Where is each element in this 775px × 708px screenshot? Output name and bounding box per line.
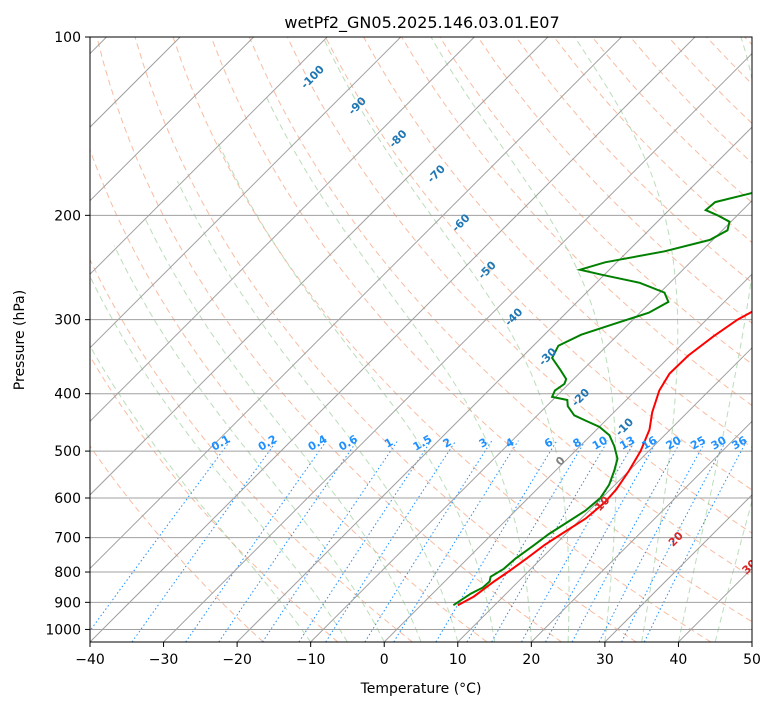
plot-frame xyxy=(89,36,753,643)
moist-adiabat-line xyxy=(143,215,422,642)
mixing-ratio-line xyxy=(325,440,457,642)
mixing-ratio-line xyxy=(185,440,328,642)
y-tick-label: 1000 xyxy=(45,622,81,638)
temperature-line xyxy=(457,310,752,607)
moist-adiabat-line xyxy=(714,498,752,642)
moist-adiabat-line xyxy=(677,37,752,642)
dry-adiabat-line xyxy=(286,37,752,534)
dry-adiabat-line xyxy=(134,37,637,642)
mixing-ratio-line xyxy=(131,440,278,642)
y-tick-label: 400 xyxy=(54,387,81,403)
x-tick-label: 40 xyxy=(670,652,688,668)
isotherm-line xyxy=(90,37,255,202)
moist-adiabat-line xyxy=(430,37,617,642)
y-tick-label: 500 xyxy=(54,444,81,460)
x-tick-label: 10 xyxy=(449,652,467,668)
y-tick-label: 600 xyxy=(54,491,81,507)
x-tick-label: 30 xyxy=(596,652,614,668)
moist-adiabat-line xyxy=(176,180,459,642)
moist-adiabat-line xyxy=(264,94,532,642)
mixing-ratio-line xyxy=(643,440,748,642)
dry-adiabat-line xyxy=(172,37,712,642)
isotherm-line xyxy=(163,52,752,642)
mixing-ratio-line xyxy=(364,440,493,642)
isotherm-line xyxy=(310,199,752,642)
x-tick-label: 20 xyxy=(522,652,540,668)
x-tick-label: −10 xyxy=(296,652,326,668)
isotherm-line xyxy=(90,37,475,423)
x-tick-label: 0 xyxy=(380,652,389,668)
mixing-ratio-line xyxy=(298,440,432,642)
mixing-ratio-line xyxy=(466,440,586,642)
y-tick-label: 200 xyxy=(54,208,81,224)
dewpoint-line xyxy=(452,192,752,607)
x-tick-label: −20 xyxy=(222,652,252,668)
mixing-ratio-line xyxy=(435,440,558,642)
mixing-ratio-line xyxy=(545,440,658,642)
chart-title: wetPf2_GN05.2025.146.03.01.E07 xyxy=(284,13,559,33)
mixing-ratio-line xyxy=(491,440,609,642)
dry-adiabat-line xyxy=(90,355,339,642)
moist-adiabat-line xyxy=(574,37,679,642)
y-tick-label: 700 xyxy=(54,531,81,547)
y-tick-label: 300 xyxy=(54,313,81,329)
mixing-ratio-line xyxy=(521,440,636,642)
dry-adiabat-line xyxy=(210,37,752,623)
y-tick-label: 900 xyxy=(54,595,81,611)
moist-adiabat-line xyxy=(90,275,348,642)
dry-adiabat-line xyxy=(90,258,413,642)
y-axis-label: Pressure (hPa) xyxy=(12,290,28,390)
isotherm-line xyxy=(383,273,752,642)
mixing-ratio-line xyxy=(90,440,231,632)
y-tick-label: 100 xyxy=(54,30,81,46)
isotherm-line xyxy=(236,126,752,642)
x-axis-label: Temperature (°C) xyxy=(360,681,482,697)
isotherm-line xyxy=(604,494,752,642)
isotherm-line xyxy=(90,37,402,349)
isotherm-line xyxy=(530,420,752,642)
mixing-ratio-line xyxy=(262,440,399,642)
x-tick-label: 50 xyxy=(743,652,761,668)
mixing-ratio-line xyxy=(218,440,358,642)
dry-adiabat-line xyxy=(248,37,752,578)
dry-adiabat-line xyxy=(325,37,752,491)
y-tick-label: 800 xyxy=(54,565,81,581)
isotherm-line xyxy=(457,347,752,642)
x-tick-label: −30 xyxy=(149,652,179,668)
isotherm-line xyxy=(90,37,328,275)
moist-adiabat-line xyxy=(322,37,570,642)
isotherm-line xyxy=(90,37,549,496)
isotherm-line xyxy=(90,37,622,570)
isotherm-line xyxy=(90,37,696,642)
dry-adiabat-line xyxy=(90,445,264,642)
x-tick-label: −40 xyxy=(75,652,105,668)
dry-adiabat-line xyxy=(96,37,562,642)
moist-adiabat-line xyxy=(113,245,385,642)
mixing-ratio-line xyxy=(571,440,682,642)
